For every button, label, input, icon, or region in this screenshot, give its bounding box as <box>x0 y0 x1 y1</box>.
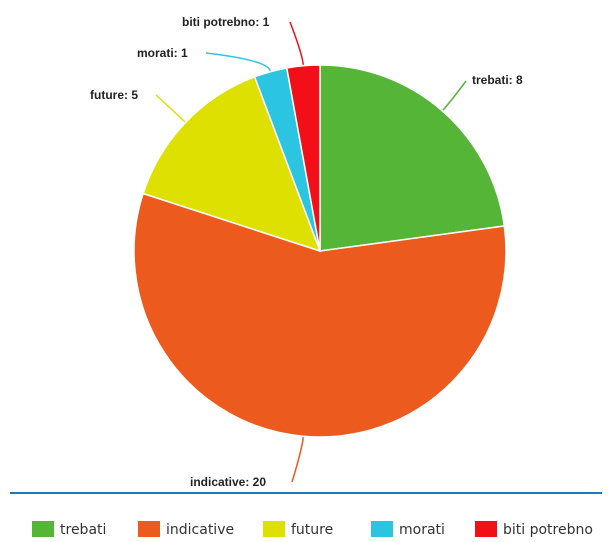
legend-item-trebati[interactable]: trebati <box>32 521 106 538</box>
pie-slice-future[interactable] <box>142 75 322 253</box>
leader-line-biti-potrebno <box>289 21 304 65</box>
leader-line-trebati <box>442 80 467 111</box>
leader-line-morati <box>205 52 271 72</box>
pie-slice-trebati[interactable] <box>319 64 506 252</box>
legend-label-trebati: trebati <box>60 522 106 538</box>
label-leader-lines <box>155 21 467 483</box>
legend-swatch-indicative <box>138 521 160 537</box>
leader-line-future <box>155 94 186 123</box>
leader-line-indicative <box>291 437 304 483</box>
legend-label-indicative: indicative <box>166 522 234 538</box>
data-label-indicative: indicative: 20 <box>190 475 266 489</box>
data-label-biti-potrebno: biti potrebno: 1 <box>182 15 270 29</box>
legend-label-future: future <box>291 522 333 538</box>
pie-slice-biti-potrebno[interactable] <box>285 64 321 252</box>
legend-item-biti-potrebno[interactable]: biti potrebno <box>475 521 593 538</box>
data-label-trebati: trebati: 8 <box>472 73 523 87</box>
legend-item-indicative[interactable]: indicative <box>138 521 234 538</box>
legend-item-morati[interactable]: morati <box>371 521 445 538</box>
pie-slices <box>133 64 507 438</box>
legend-label-morati: morati <box>399 522 445 538</box>
legend-swatch-morati <box>371 521 393 537</box>
legend: trebati indicative future morati biti potreb… <box>32 521 593 538</box>
legend-label-biti-potrebno: biti potrebno <box>503 522 593 538</box>
data-label-future: future: 5 <box>90 88 138 102</box>
legend-swatch-future <box>263 521 285 537</box>
data-labels: trebati: 8 indicative: 20 future: 5 morati:… <box>90 15 523 489</box>
legend-swatch-biti-potrebno <box>475 521 497 537</box>
data-label-morati: morati: 1 <box>137 46 188 60</box>
legend-item-future[interactable]: future <box>263 521 333 538</box>
legend-swatch-trebati <box>32 521 54 537</box>
pie-slice-indicative[interactable] <box>133 192 507 438</box>
